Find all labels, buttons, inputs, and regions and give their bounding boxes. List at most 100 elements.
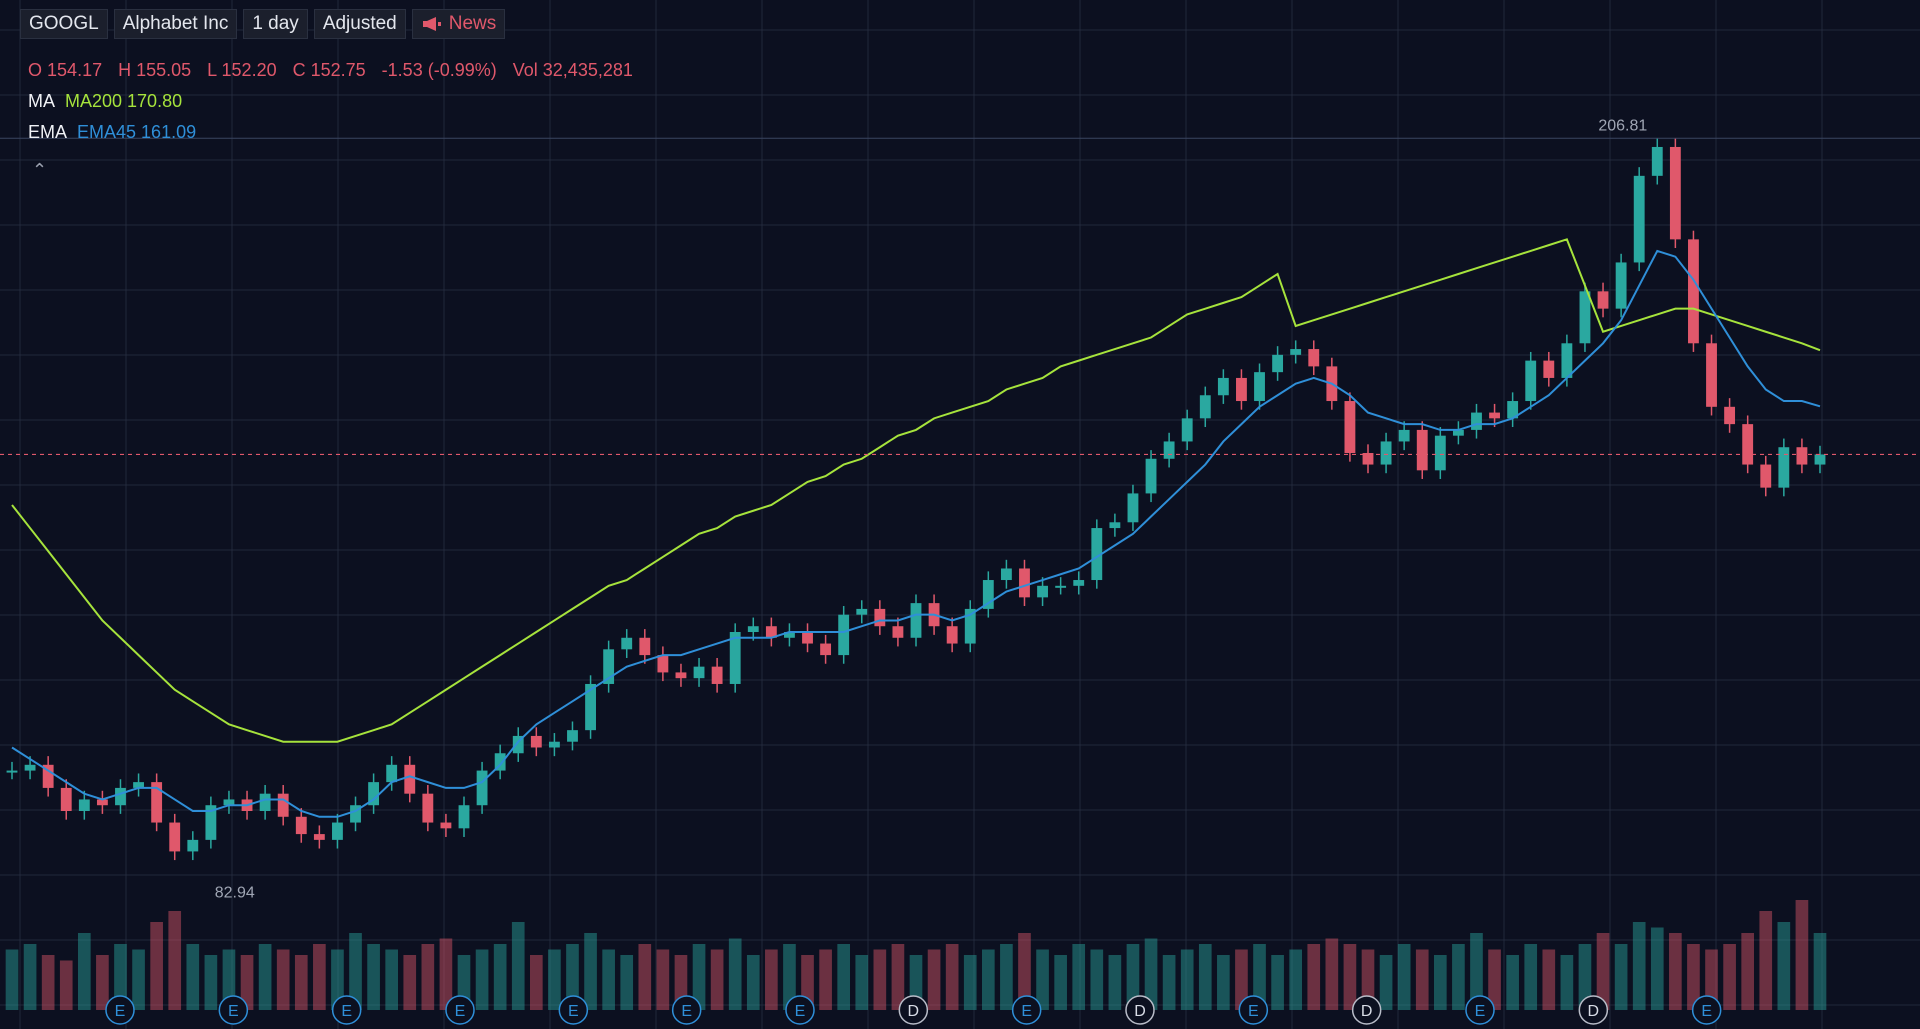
volume-bar <box>1325 938 1339 1010</box>
volume-bar <box>349 933 362 1010</box>
event-marker-label: D <box>1588 1003 1600 1020</box>
candle-body <box>1525 360 1537 402</box>
candle-body <box>332 822 343 840</box>
volume-bar <box>132 949 145 1010</box>
candle-body <box>422 793 434 823</box>
volume-bar <box>873 949 887 1010</box>
volume-bar <box>1741 933 1755 1010</box>
news-button[interactable]: News <box>411 9 506 39</box>
volume-bar <box>331 949 344 1010</box>
symbol-chip[interactable]: GOOGL <box>20 9 108 39</box>
volume-bar <box>403 955 417 1010</box>
ma-label: MA <box>28 91 55 111</box>
ema45-line <box>11 249 1821 818</box>
candle-body <box>711 666 723 684</box>
volume-bar <box>5 949 19 1010</box>
volume-bar <box>1813 933 1827 1010</box>
volume-bar <box>168 911 182 1010</box>
candle-body <box>1398 429 1410 442</box>
volume-bar <box>204 955 218 1010</box>
adjustment-chip[interactable]: Adjusted <box>313 9 406 39</box>
volume-bar <box>511 922 525 1010</box>
volume-bar <box>1162 955 1176 1010</box>
candle-body <box>458 805 470 829</box>
volume-bar <box>1415 949 1429 1010</box>
candle-body <box>259 793 271 811</box>
candle-body <box>530 735 542 748</box>
event-marker-label: E <box>228 1003 239 1020</box>
event-marker <box>105 995 135 1025</box>
volume-bar <box>855 955 869 1010</box>
candle-body <box>350 805 361 823</box>
volume-bar <box>783 944 796 1010</box>
volume-bar <box>96 955 109 1010</box>
candle-body <box>1073 580 1085 586</box>
event-marker-label: D <box>1134 1003 1146 1020</box>
candle-body <box>1254 372 1265 402</box>
event-marker <box>1465 995 1495 1025</box>
volume-bar <box>1632 922 1646 1010</box>
volume-bar <box>1072 944 1086 1010</box>
company-label: Alphabet Inc <box>122 13 229 34</box>
ma200-value: MA200 170.80 <box>65 91 183 111</box>
low-label: L <box>207 60 217 80</box>
volume-bar <box>1614 944 1628 1010</box>
volume-bar <box>1542 949 1556 1010</box>
volume-bar <box>963 955 977 1010</box>
candle-body <box>1724 406 1736 425</box>
chevron-up-icon[interactable]: ⌃ <box>32 160 48 180</box>
candle-body <box>1127 493 1139 523</box>
event-marker <box>1011 995 1042 1025</box>
candle-body <box>874 608 886 627</box>
candle-body <box>784 632 795 638</box>
candle-body <box>820 643 832 656</box>
candle-body <box>60 787 72 811</box>
ema45-value: EMA45 161.09 <box>77 122 197 142</box>
event-marker <box>331 995 362 1025</box>
volume-bar <box>1198 944 1212 1010</box>
close-label: C <box>292 60 306 80</box>
candle-body <box>1145 458 1157 494</box>
company-chip[interactable]: Alphabet Inc <box>113 9 238 39</box>
candle-body <box>1669 146 1681 240</box>
candle-body <box>1814 454 1826 465</box>
event-marker <box>1578 995 1609 1025</box>
candle-body <box>567 730 578 742</box>
candle-body <box>1434 435 1446 471</box>
volume-bar <box>1397 944 1411 1010</box>
candle-body <box>1706 343 1717 407</box>
candle-body <box>1760 464 1772 488</box>
candle-body <box>1290 349 1302 355</box>
candle-body <box>657 655 669 673</box>
volume-bar <box>114 944 127 1010</box>
candle-body <box>1344 401 1356 453</box>
event-marker <box>218 995 249 1025</box>
min-price-label: 82.94 <box>215 885 255 902</box>
event-marker-label: E <box>795 1003 806 1020</box>
interval-label: 1 day <box>252 13 299 34</box>
event-marker <box>1351 995 1382 1025</box>
candle-body <box>548 741 560 748</box>
volume-bar <box>656 949 670 1010</box>
volume-bar <box>1596 933 1610 1010</box>
interval-chip[interactable]: 1 day <box>243 9 308 39</box>
volume-bar <box>1253 944 1266 1010</box>
volume-bar <box>945 944 959 1010</box>
volume-bar <box>602 949 615 1010</box>
ma200-line <box>11 238 1821 743</box>
ma-legend[interactable]: MA MA200 170.80 <box>28 91 182 112</box>
volume-bar <box>1108 955 1122 1010</box>
candle-body <box>982 580 994 609</box>
ema-legend[interactable]: EMA EMA45 161.09 <box>28 122 196 143</box>
volume-bar <box>819 949 832 1010</box>
volume-bar <box>1379 955 1393 1010</box>
open-label: O <box>28 60 43 80</box>
volume-bar <box>77 933 91 1010</box>
candle-body <box>1597 291 1609 309</box>
event-marker-label: D <box>1361 1003 1373 1020</box>
volume-bar <box>493 944 507 1010</box>
volume-bar <box>313 944 326 1010</box>
candle-body <box>169 822 181 852</box>
event-marker-label: E <box>681 1003 692 1020</box>
